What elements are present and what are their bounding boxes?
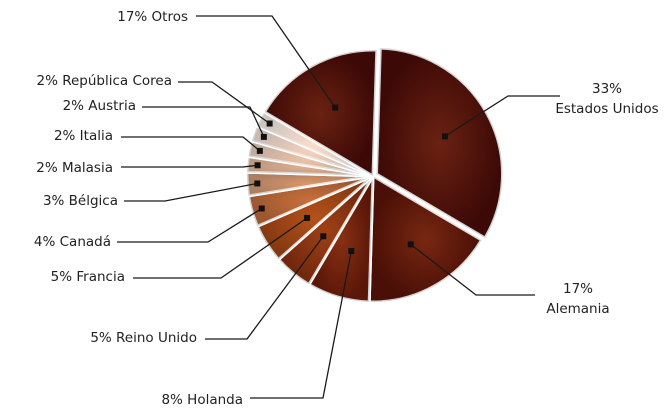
leader-lines-layer [117, 15, 560, 399]
pie-slice-sheen [264, 49, 377, 177]
slice-label-line: 17% Otros [117, 9, 188, 25]
slice-label: 5% Reino Unido [90, 330, 197, 346]
pie-slice-sheen [247, 172, 373, 196]
leader-line [121, 136, 261, 152]
leader-line [196, 15, 336, 108]
leader-line [250, 250, 352, 399]
pie-slice-sheen [278, 176, 373, 285]
slice-label-line: 2% República Corea [37, 73, 173, 89]
slice-label-line: 33% [592, 81, 622, 97]
labels-layer: 33% Estados Unidos 17% Alemania 8% Holanda 5%… [34, 9, 659, 408]
slice-label: 2% Malasia [36, 160, 113, 176]
leader-anchor-dot [332, 104, 339, 111]
leader-anchor-dot [256, 147, 263, 154]
pie-slice-sheen [248, 176, 373, 227]
slice-label-line: 2% Italia [54, 128, 113, 144]
slice-label-line: Estados Unidos [555, 101, 658, 117]
leader-line [205, 235, 324, 340]
leader-line [121, 164, 258, 168]
leader-line [117, 207, 263, 243]
slice-label: 33% Estados Unidos [555, 81, 658, 117]
pie-slice-sheen [257, 176, 373, 260]
leader-line [410, 243, 535, 296]
leader-line [133, 217, 308, 279]
slice-label-line: 2% Malasia [36, 160, 113, 176]
slice-label: 2% República Corea [37, 73, 173, 89]
leader-anchor-dot [348, 248, 355, 255]
slice-label: 17% Otros [117, 9, 188, 25]
leader-anchor-dot [304, 214, 311, 221]
pie-slice-sheen [376, 48, 503, 239]
slice-label: 8% Holanda [161, 392, 243, 408]
leader-anchor-dot [254, 180, 261, 187]
pie-slice-sheen [369, 176, 482, 302]
slice-label: 2% Austria [63, 98, 136, 114]
leader-line [178, 81, 271, 125]
leader-anchor-dot [254, 162, 261, 169]
slice-label: 2% Italia [54, 128, 113, 144]
leader-anchor-dot [260, 133, 267, 140]
leader-line [142, 106, 265, 138]
slice-label-line: 5% Reino Unido [90, 330, 197, 346]
slice-label-line: 5% Francia [51, 269, 125, 285]
slice-label: 17% Alemania [546, 281, 609, 317]
pie-slice-sheen [309, 176, 373, 302]
slice-label: 4% Canadá [34, 234, 111, 250]
slices-layer [245, 46, 504, 304]
leader-anchor-dot [441, 133, 448, 140]
slice-label-line: 2% Austria [63, 98, 136, 114]
slice-label-line: 8% Holanda [161, 392, 243, 408]
slice-label-line: 17% [563, 281, 593, 297]
leader-anchor-dot [258, 205, 265, 212]
slice-label-line: 3% Bélgica [43, 193, 118, 209]
slice-label: 3% Bélgica [43, 193, 118, 209]
leader-anchor-dot [266, 120, 273, 127]
slice-label: 5% Francia [51, 269, 125, 285]
leader-line [444, 95, 560, 137]
slice-label-line: Alemania [546, 301, 609, 317]
leader-line [124, 182, 258, 202]
slice-label-line: 4% Canadá [34, 234, 111, 250]
leader-anchor-dot [407, 241, 414, 248]
leader-anchor-dot [320, 233, 327, 240]
